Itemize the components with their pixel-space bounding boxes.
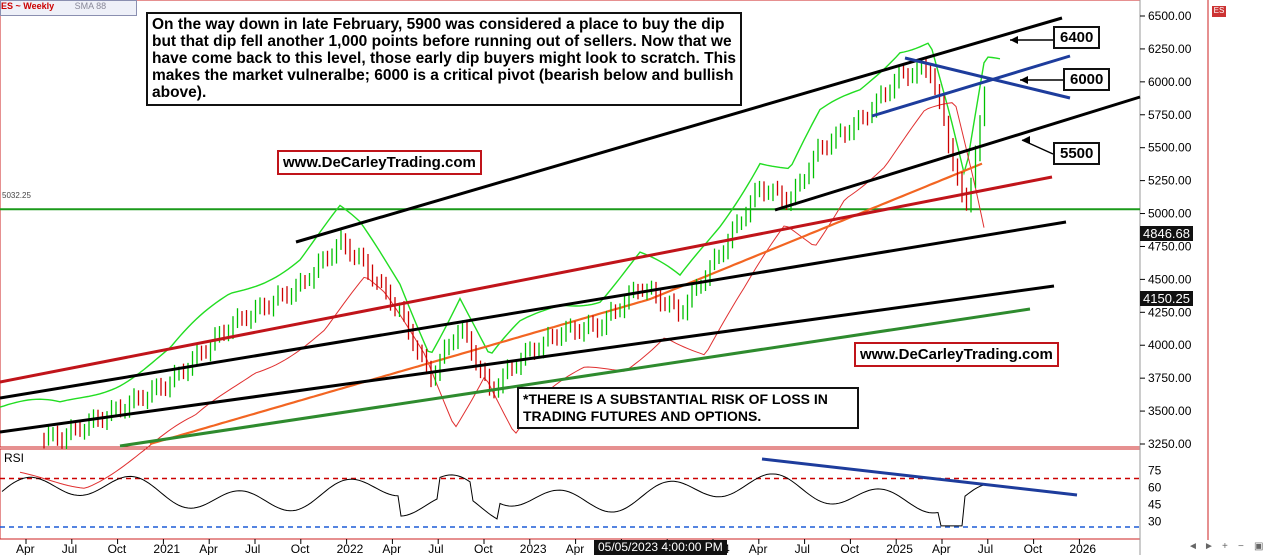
- time-tick-label: Jul: [245, 542, 260, 555]
- analysis-annotation: On the way down in late February, 5900 w…: [146, 12, 742, 106]
- price-tick-label: 3500.00: [1148, 404, 1192, 418]
- price-tick-label: 5000.00: [1148, 207, 1192, 221]
- scroll-left-icon[interactable]: ◄: [1188, 541, 1198, 552]
- time-tick-label: 2022: [337, 542, 364, 555]
- price-tick-label: 5750.00: [1148, 108, 1192, 122]
- price-tick-label: 4000.00: [1148, 338, 1192, 352]
- arrow-head: [1022, 136, 1030, 144]
- price-tick-label: 5250.00: [1148, 174, 1192, 188]
- zoom-out-icon[interactable]: −: [1238, 541, 1244, 552]
- price-tick-label: 6000.00: [1148, 75, 1192, 89]
- time-tick-label: Jul: [428, 542, 443, 555]
- time-tick-label: Apr: [749, 542, 768, 555]
- time-tick-label: 2025: [886, 542, 913, 555]
- rsi-panel-frame: [0, 448, 1141, 540]
- website-label-top: www.DeCarleyTrading.com: [277, 150, 482, 175]
- time-tick-label: Apr: [566, 542, 585, 555]
- symbol-tab[interactable]: ES ~ Weekly SMA 88: [0, 0, 138, 16]
- green-trendline: [119, 307, 1031, 448]
- time-tick-label: Apr: [199, 542, 218, 555]
- time-tick-label: Oct: [291, 542, 310, 555]
- trendlines: [0, 16, 1141, 448]
- price-tick-label: 6250.00: [1148, 42, 1192, 56]
- indicator-label: SMA 88: [74, 1, 107, 11]
- black-trendline-2: [0, 284, 1055, 434]
- risk-disclaimer: *THERE IS A SUBSTANTIAL RISK OF LOSS IN …: [517, 387, 859, 429]
- time-tick-label: Apr: [16, 542, 35, 555]
- price-axis: 6500.00 6250.00 6000.00 5750.00 5500.00 5250.…: [1140, 9, 1192, 451]
- time-tick-label: Apr: [382, 542, 401, 555]
- rsi-panel: 75 60 45 30: [0, 457, 1162, 528]
- symbol-label: ES ~ Weekly: [1, 1, 55, 11]
- time-tick-label: Oct: [108, 542, 127, 555]
- moving-average-red: [19, 102, 985, 489]
- blue-rising-line: [871, 54, 1071, 118]
- rsi-divergence-line: [761, 457, 1078, 497]
- scroll-right-icon[interactable]: ►: [1204, 541, 1214, 552]
- time-axis: Apr Jul Oct 2021 Apr Jul Oct 2022 Apr Jul Oct 2023 A…: [16, 539, 1096, 555]
- time-tick-label: Jul: [795, 542, 810, 555]
- price-tick-label: 4750.00: [1148, 239, 1192, 253]
- time-tick-label: 2021: [153, 542, 180, 555]
- blue-falling-line: [904, 56, 1071, 100]
- arrow-head: [1010, 36, 1018, 44]
- black-trendline-1: [0, 220, 1067, 400]
- price-tick-label: 3750.00: [1148, 371, 1192, 385]
- time-tick-label: Oct: [840, 542, 859, 555]
- arrow-head: [1020, 76, 1028, 84]
- time-tick-label: Oct: [474, 542, 493, 555]
- settings-icon[interactable]: ES: [1212, 6, 1226, 17]
- lower-channel-line: [774, 95, 1141, 212]
- rsi-tick-label: 75: [1148, 464, 1162, 478]
- rsi-label: RSI: [4, 451, 25, 465]
- rsi-tick-label: 60: [1148, 481, 1162, 495]
- time-tick-label: Oct: [1024, 542, 1043, 555]
- price-tick-label: 3250.00: [1148, 437, 1192, 451]
- rsi-line: [1, 473, 984, 527]
- zoom-reset-icon[interactable]: ▣: [1254, 541, 1264, 552]
- website-label-bottom: www.DeCarleyTrading.com: [854, 342, 1059, 367]
- hline-value-label: 5032.25: [2, 191, 31, 200]
- price-tick-label: 4250.00: [1148, 305, 1192, 319]
- time-tick-label: Apr: [932, 542, 951, 555]
- secondary-price-tag: 4150.25: [1140, 291, 1193, 306]
- zoom-in-icon[interactable]: +: [1222, 541, 1228, 552]
- rsi-tick-label: 45: [1148, 497, 1162, 511]
- level-6400-label: 6400: [1053, 26, 1101, 49]
- upper-channel-line: [295, 16, 1063, 244]
- time-tick-label: 2026: [1069, 542, 1096, 555]
- last-price-tag: 4846.68: [1140, 226, 1193, 241]
- time-tick-label: Jul: [978, 542, 993, 555]
- level-6000-label: 6000: [1063, 68, 1111, 91]
- level-5500-label: 5500: [1053, 142, 1101, 165]
- time-tick-label: Jul: [62, 542, 77, 555]
- cursor-date-readout: 05/05/2023 4:00:00 PM: [594, 540, 727, 555]
- price-tick-label: 4500.00: [1148, 272, 1192, 286]
- price-tick-label: 6500.00: [1148, 9, 1192, 23]
- price-bars: [43, 58, 986, 450]
- grid-lines: [0, 0, 1209, 555]
- price-tick-label: 5500.00: [1148, 141, 1192, 155]
- time-tick-label: 2023: [520, 542, 547, 555]
- red-trendline: [0, 175, 1053, 384]
- rsi-tick-label: 30: [1148, 514, 1162, 528]
